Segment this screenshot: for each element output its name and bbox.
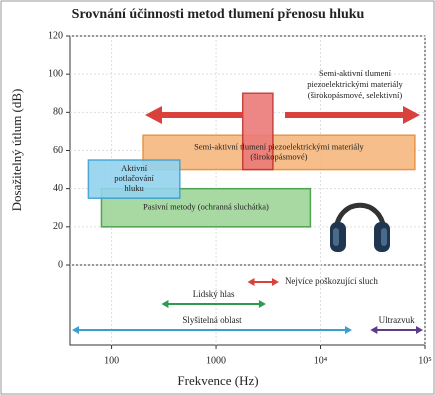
band-label: Lidský hlas — [193, 289, 235, 299]
y-tick-label: 60 — [53, 145, 63, 156]
y-tick-label: 100 — [48, 68, 63, 79]
y-tick-label: 0 — [58, 259, 63, 270]
band-label: Ultrazvuk — [379, 315, 415, 325]
box-label: Semi-aktivní tlumení piezoelektrickými m… — [194, 141, 364, 151]
annotation: Semi-aktivní tlumení — [319, 68, 392, 78]
y-tick-label: 120 — [48, 30, 63, 41]
box-label: potlačování — [114, 173, 154, 183]
chart-title: Srovnání účinnosti metod tlumení přenosu… — [72, 7, 365, 22]
box-label: hluku — [124, 183, 144, 193]
y-tick-label: 80 — [53, 107, 63, 118]
y-tick-label: 40 — [53, 183, 63, 194]
x-tick-label: 10⁴ — [314, 355, 328, 366]
annotation: (širokopásmové, selektivní) — [308, 90, 403, 100]
y-tick-label: 20 — [53, 221, 63, 232]
box-label: Aktivní — [121, 163, 148, 173]
chart: Srovnání účinnosti metod tlumení přenosu… — [0, 0, 435, 395]
annotation: piezoelektrickými materiály — [307, 79, 403, 89]
x-tick-label: 100 — [104, 355, 119, 366]
y-axis-label: Dosažitelný útlum (dB) — [9, 89, 24, 212]
band-label: Nejvíce poškozující sluch — [285, 276, 378, 286]
x-axis-label: Frekvence (Hz) — [177, 373, 258, 388]
box-label: (širokopásmové) — [250, 151, 307, 161]
box-label: Pasivní metody (ochranná sluchátka) — [143, 202, 269, 212]
band-label: Slyšitelná oblast — [182, 315, 242, 325]
x-tick-label: 1000 — [206, 355, 226, 366]
x-tick-label: 10⁵ — [418, 355, 432, 366]
